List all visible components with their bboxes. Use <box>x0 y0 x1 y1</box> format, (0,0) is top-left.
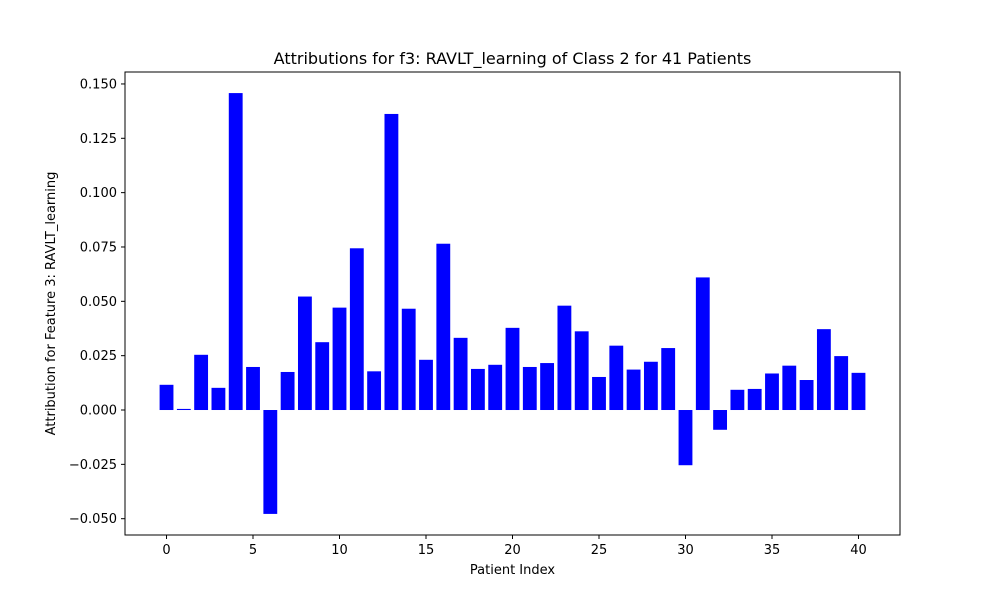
x-tick-label: 25 <box>591 543 608 558</box>
x-tick-label: 35 <box>764 543 781 558</box>
bar-patient-25 <box>592 376 606 411</box>
bar-patient-15 <box>419 359 433 411</box>
bar-patient-16 <box>436 243 451 411</box>
bar-patient-26 <box>609 345 624 411</box>
y-tick-label: 0.100 <box>80 186 117 201</box>
y-tick-label: −0.025 <box>69 458 117 473</box>
x-axis-label: Patient Index <box>470 563 555 578</box>
bar-patient-1 <box>176 408 191 411</box>
y-tick-label: 0.150 <box>80 77 117 92</box>
bar-patient-9 <box>315 342 330 411</box>
bar-patient-40 <box>851 372 866 411</box>
bar-patient-17 <box>453 337 468 411</box>
bar-patient-20 <box>505 327 520 411</box>
x-tick-label: 0 <box>162 543 170 558</box>
bar-patient-0 <box>159 384 174 411</box>
bar-patient-4 <box>228 93 243 411</box>
bar-patient-34 <box>747 388 762 411</box>
x-tick-label: 30 <box>677 543 694 558</box>
y-axis-label: Attribution for Feature 3: RAVLT_learnin… <box>44 172 59 436</box>
bar-patient-24 <box>574 331 589 411</box>
x-axis-ticks: 0 5 10 15 20 25 30 35 40 <box>162 535 867 558</box>
x-tick-label: 10 <box>331 543 348 558</box>
bars-group <box>159 93 866 514</box>
bar-patient-36 <box>782 365 797 411</box>
bar-patient-28 <box>643 361 658 411</box>
y-axis-ticks: −0.050 −0.025 0.000 0.025 0.050 0.075 0.100 0.1… <box>69 77 125 527</box>
x-tick-label: 20 <box>504 543 521 558</box>
x-tick-label: 40 <box>850 543 867 558</box>
bar-patient-6 <box>263 410 278 514</box>
x-tick-label: 15 <box>418 543 435 558</box>
y-tick-label: 0.000 <box>80 404 117 419</box>
bar-patient-29 <box>661 348 676 411</box>
plot-frame <box>124 71 901 536</box>
bar-patient-32 <box>713 410 728 430</box>
bar-patient-27 <box>626 369 641 411</box>
bar-patient-7 <box>280 371 295 411</box>
y-tick-label: 0.075 <box>80 240 117 255</box>
bar-patient-11 <box>349 248 364 411</box>
bar-patient-38 <box>816 329 831 411</box>
bar-patient-23 <box>557 305 572 411</box>
bar-patient-12 <box>367 371 382 411</box>
bar-patient-35 <box>765 373 779 411</box>
y-tick-label: 0.050 <box>80 295 117 310</box>
bar-patient-10 <box>332 307 347 411</box>
bar-patient-14 <box>401 308 416 411</box>
y-tick-label: −0.050 <box>69 512 117 527</box>
bar-patient-31 <box>695 277 710 411</box>
y-tick-label: 0.125 <box>80 132 117 147</box>
chart-title: Attributions for f3: RAVLT_learning of C… <box>274 49 752 69</box>
bar-patient-22 <box>540 363 555 411</box>
bar-patient-5 <box>246 366 260 411</box>
x-tick-label: 5 <box>249 543 257 558</box>
bar-patient-33 <box>730 389 745 411</box>
bar-patient-13 <box>384 113 399 411</box>
bar-patient-8 <box>297 296 312 411</box>
bar-patient-21 <box>522 366 537 411</box>
bar-patient-18 <box>470 368 485 411</box>
bar-patient-30 <box>678 410 693 466</box>
bar-patient-3 <box>211 387 226 411</box>
bar-patient-37 <box>799 380 814 411</box>
y-tick-label: 0.025 <box>80 349 117 364</box>
bar-patient-19 <box>488 364 503 411</box>
bar-patient-2 <box>194 354 209 411</box>
bar-patient-39 <box>834 356 849 411</box>
